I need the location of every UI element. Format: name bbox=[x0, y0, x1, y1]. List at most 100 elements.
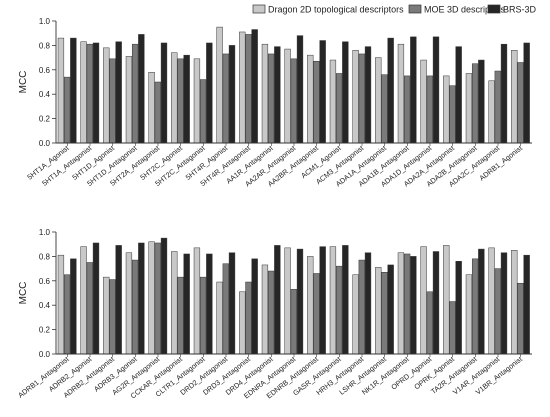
bar-moe-3d bbox=[426, 75, 433, 144]
bar-brs-3d bbox=[274, 46, 281, 144]
bar-moe-3d bbox=[177, 58, 184, 144]
bar-dragon-2d bbox=[511, 250, 518, 355]
bar-moe-3d bbox=[313, 61, 320, 144]
bar-dragon-2d bbox=[171, 52, 178, 144]
y-tick-label: 0.4 bbox=[39, 301, 51, 310]
bar-brs-3d bbox=[319, 40, 326, 144]
bar-brs-3d bbox=[115, 245, 122, 355]
bar-moe-3d bbox=[517, 282, 524, 355]
bar-moe-3d bbox=[154, 81, 161, 144]
bar-dragon-2d bbox=[80, 41, 87, 144]
bar-moe-3d bbox=[267, 53, 275, 144]
legend-swatch-brs-3d bbox=[487, 4, 501, 14]
legend-label-brs-3d: BRS-3D bbox=[503, 5, 537, 15]
bar-moe-3d bbox=[154, 242, 161, 355]
legend-label-dragon-2d: Dragon 2D topological descriptors bbox=[268, 5, 404, 15]
legend-swatch-dragon-2d bbox=[252, 4, 266, 14]
y-axis-title: MCC bbox=[18, 282, 29, 305]
bar-moe-3d bbox=[426, 291, 433, 355]
y-axis-title: MCC bbox=[18, 71, 29, 94]
bar-moe-3d bbox=[222, 53, 229, 144]
y-tick-label: 0.0 bbox=[39, 139, 51, 148]
bar-dragon-2d bbox=[148, 241, 155, 355]
y-tick-label: 0.8 bbox=[39, 41, 51, 50]
bar-brs-3d bbox=[92, 42, 100, 144]
bar-dragon-2d bbox=[57, 254, 65, 355]
bar-brs-3d bbox=[296, 35, 304, 144]
bar-moe-3d bbox=[131, 43, 139, 144]
bar-brs-3d bbox=[342, 245, 349, 355]
legend-label-moe-3d: MOE 3D descriptors bbox=[424, 5, 506, 15]
bar-dragon-2d bbox=[261, 43, 269, 144]
bar-brs-3d bbox=[478, 59, 485, 144]
bar-dragon-2d bbox=[216, 26, 223, 144]
bar-brs-3d bbox=[206, 253, 213, 355]
bar-moe-3d bbox=[131, 259, 139, 355]
bar-moe-3d bbox=[222, 263, 229, 355]
bar-brs-3d bbox=[500, 43, 508, 144]
bar-brs-3d bbox=[455, 46, 462, 144]
bar-moe-3d bbox=[63, 76, 71, 144]
y-tick-label: 0.6 bbox=[39, 66, 51, 75]
bar-dragon-2d bbox=[329, 246, 337, 355]
bar-brs-3d bbox=[160, 42, 168, 144]
bar-dragon-2d bbox=[284, 247, 291, 355]
bar-dragon-2d bbox=[239, 31, 246, 144]
bar-dragon-2d bbox=[171, 251, 178, 355]
bar-moe-3d bbox=[245, 34, 252, 144]
bar-brs-3d bbox=[455, 261, 462, 355]
bar-brs-3d bbox=[523, 42, 530, 144]
bar-dragon-2d bbox=[443, 245, 450, 355]
bar-brs-3d bbox=[523, 254, 530, 355]
y-tick-label: 1.0 bbox=[39, 228, 51, 237]
bar-moe-3d bbox=[403, 75, 411, 144]
bar-moe-3d bbox=[494, 268, 501, 355]
bar-dragon-2d bbox=[352, 50, 359, 144]
bar-dragon-2d bbox=[193, 247, 201, 355]
bar-moe-3d bbox=[86, 262, 93, 355]
bar-dragon-2d bbox=[443, 75, 450, 144]
bar-brs-3d bbox=[387, 37, 394, 144]
legend-swatch-moe-3d bbox=[408, 4, 422, 14]
bar-dragon-2d bbox=[125, 56, 133, 144]
bar-dragon-2d bbox=[103, 276, 110, 355]
bar-brs-3d bbox=[183, 54, 190, 144]
bar-moe-3d bbox=[335, 73, 343, 144]
bar-dragon-2d bbox=[465, 73, 473, 144]
bar-dragon-2d bbox=[103, 47, 110, 144]
bar-brs-3d bbox=[115, 41, 122, 144]
bar-dragon-2d bbox=[307, 256, 314, 355]
bar-dragon-2d bbox=[329, 59, 337, 144]
y-tick-label: 0.6 bbox=[39, 277, 51, 286]
bar-brs-3d bbox=[92, 242, 100, 355]
y-tick-label: 0.2 bbox=[39, 115, 51, 124]
bar-brs-3d bbox=[138, 34, 145, 144]
y-tick-label: 1.0 bbox=[39, 17, 51, 26]
bar-dragon-2d bbox=[239, 291, 246, 355]
bar-brs-3d bbox=[206, 42, 213, 144]
bar-brs-3d bbox=[432, 251, 440, 355]
bar-moe-3d bbox=[177, 276, 184, 355]
bar-moe-3d bbox=[109, 58, 116, 144]
bar-brs-3d bbox=[274, 245, 281, 355]
bar-brs-3d bbox=[500, 252, 508, 355]
bar-moe-3d bbox=[403, 253, 411, 355]
bar-dragon-2d bbox=[57, 37, 65, 144]
chart-panel-bottom: 0.00.20.40.60.81.0MCCADRB1_AntagonistADR… bbox=[16, 228, 532, 400]
bar-brs-3d bbox=[160, 237, 168, 355]
bar-dragon-2d bbox=[488, 247, 495, 355]
bar-dragon-2d bbox=[375, 57, 382, 144]
bar-dragon-2d bbox=[148, 71, 155, 144]
bar-dragon-2d bbox=[465, 274, 473, 355]
bar-moe-3d bbox=[199, 276, 207, 355]
bar-moe-3d bbox=[245, 281, 252, 355]
bar-moe-3d bbox=[358, 53, 365, 144]
legend: Dragon 2D topological descriptors MOE 3D… bbox=[252, 4, 537, 15]
bar-brs-3d bbox=[364, 46, 372, 144]
bar-moe-3d bbox=[199, 79, 207, 144]
bar-dragon-2d bbox=[397, 252, 405, 355]
bar-dragon-2d bbox=[420, 59, 427, 144]
bar-dragon-2d bbox=[80, 246, 87, 355]
y-tick-label: 0.4 bbox=[39, 90, 51, 99]
bar-brs-3d bbox=[70, 258, 77, 355]
